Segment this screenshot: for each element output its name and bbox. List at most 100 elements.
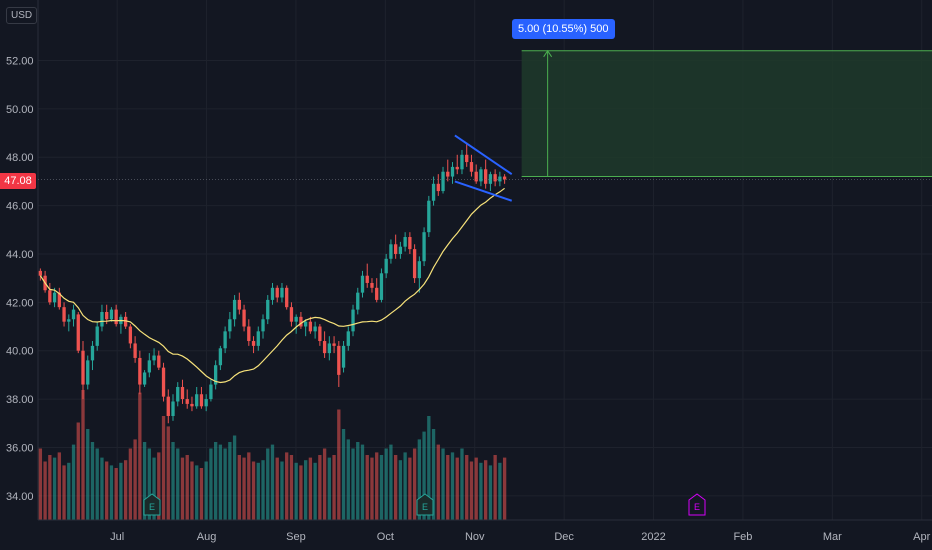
candle-body bbox=[48, 290, 52, 303]
candle-body bbox=[199, 394, 204, 407]
candle-body bbox=[341, 345, 346, 368]
volume-bar bbox=[455, 457, 459, 520]
candle-body bbox=[384, 258, 388, 274]
volume-bar bbox=[289, 455, 294, 520]
candle-body bbox=[498, 176, 502, 182]
volume-bar bbox=[232, 435, 237, 520]
candle-body bbox=[242, 309, 246, 327]
candle-body bbox=[185, 399, 189, 404]
candle-body bbox=[465, 154, 469, 163]
volume-bar bbox=[398, 460, 403, 520]
volume-bar bbox=[275, 457, 279, 520]
candle-body bbox=[280, 287, 284, 298]
y-tick-label: 38.00 bbox=[6, 394, 34, 406]
candle-body bbox=[237, 299, 241, 310]
volume-bar bbox=[394, 455, 398, 520]
volume-bar bbox=[133, 439, 137, 520]
candle-body bbox=[232, 299, 237, 320]
volume-bar bbox=[502, 457, 507, 520]
candle-body bbox=[171, 401, 175, 416]
target-zone-rect bbox=[521, 50, 932, 177]
volume-bar bbox=[389, 444, 393, 520]
volume-bar bbox=[417, 439, 422, 520]
currency-label[interactable]: USD bbox=[6, 7, 38, 24]
volume-bar bbox=[412, 448, 417, 520]
candle-body bbox=[213, 365, 218, 385]
volume-bar bbox=[152, 457, 156, 520]
x-tick-label: Dec bbox=[554, 531, 574, 543]
volume-bar bbox=[48, 455, 52, 520]
earnings-marker-past-shape bbox=[143, 493, 161, 516]
volume-bar bbox=[351, 448, 355, 520]
y-tick-label: 46.00 bbox=[6, 201, 34, 213]
moving-average bbox=[39, 187, 505, 384]
candle-body bbox=[86, 360, 90, 385]
candle-body bbox=[408, 237, 412, 250]
volume-bar bbox=[190, 461, 194, 520]
candle-body bbox=[204, 399, 208, 407]
volume-bar bbox=[337, 409, 341, 520]
volume-bar bbox=[460, 448, 464, 520]
volume-bar bbox=[180, 457, 185, 520]
volume-bar bbox=[256, 462, 260, 520]
candle-body bbox=[100, 312, 104, 327]
earnings-marker-past-letter: E bbox=[422, 502, 428, 512]
y-tick-label: 44.00 bbox=[6, 249, 34, 261]
candle-body bbox=[270, 287, 275, 300]
trendline-upper bbox=[454, 134, 513, 175]
candle-body bbox=[375, 287, 379, 300]
volume-bar bbox=[185, 455, 189, 520]
earnings-marker-future-letter: E bbox=[694, 502, 700, 512]
candle-body bbox=[223, 331, 227, 349]
volume-bar bbox=[43, 461, 47, 520]
volume-bar bbox=[408, 457, 412, 520]
candle-body bbox=[422, 232, 426, 262]
x-tick-label: 2022 bbox=[641, 531, 665, 543]
candle-body bbox=[322, 341, 327, 354]
volume-bar bbox=[427, 416, 431, 520]
target-zone[interactable] bbox=[521, 49, 932, 178]
candle-body bbox=[360, 275, 365, 293]
volume-bar bbox=[223, 448, 227, 520]
candle-body bbox=[403, 237, 407, 247]
volume-bar bbox=[346, 439, 350, 520]
candle-body bbox=[247, 326, 251, 342]
volume-bar bbox=[303, 460, 308, 520]
volume-bar bbox=[403, 452, 407, 520]
candle-body bbox=[394, 244, 398, 254]
volume-bar bbox=[474, 457, 478, 520]
volume-bar bbox=[332, 455, 336, 520]
volume-bar bbox=[52, 457, 57, 520]
x-tick-label: Apr bbox=[913, 531, 930, 543]
volume-bar bbox=[199, 468, 204, 520]
x-tick-label: Oct bbox=[377, 531, 394, 543]
y-tick-label: 52.00 bbox=[6, 55, 34, 67]
earnings-marker-past-letter: E bbox=[149, 502, 155, 512]
volume-bar bbox=[90, 442, 95, 520]
volume-bar bbox=[166, 426, 170, 520]
y-tick-label: 50.00 bbox=[6, 104, 34, 116]
candle-body bbox=[299, 316, 303, 327]
volume-bar bbox=[484, 460, 488, 520]
candle-body bbox=[176, 386, 180, 402]
volume-bar bbox=[247, 452, 251, 520]
volume-bar bbox=[119, 462, 123, 520]
trendlines[interactable] bbox=[454, 134, 513, 202]
candle-body bbox=[123, 316, 128, 327]
volume-bar bbox=[365, 455, 369, 520]
earnings-marker-future-shape bbox=[688, 493, 706, 516]
x-tick-label: Mar bbox=[823, 531, 842, 543]
candle-body bbox=[303, 321, 308, 327]
measure-arrow-head bbox=[543, 49, 553, 58]
candle-body bbox=[76, 314, 80, 351]
candle-body bbox=[81, 350, 85, 385]
candle-body bbox=[67, 319, 71, 322]
candles bbox=[38, 142, 507, 424]
volume-bar bbox=[161, 416, 166, 520]
volume-bar bbox=[446, 455, 450, 520]
measure-label[interactable]: 5.00 (10.55%) 500 bbox=[512, 19, 615, 39]
candle-body bbox=[161, 367, 166, 397]
volume-bar bbox=[341, 429, 346, 520]
volume-bar bbox=[280, 461, 284, 520]
